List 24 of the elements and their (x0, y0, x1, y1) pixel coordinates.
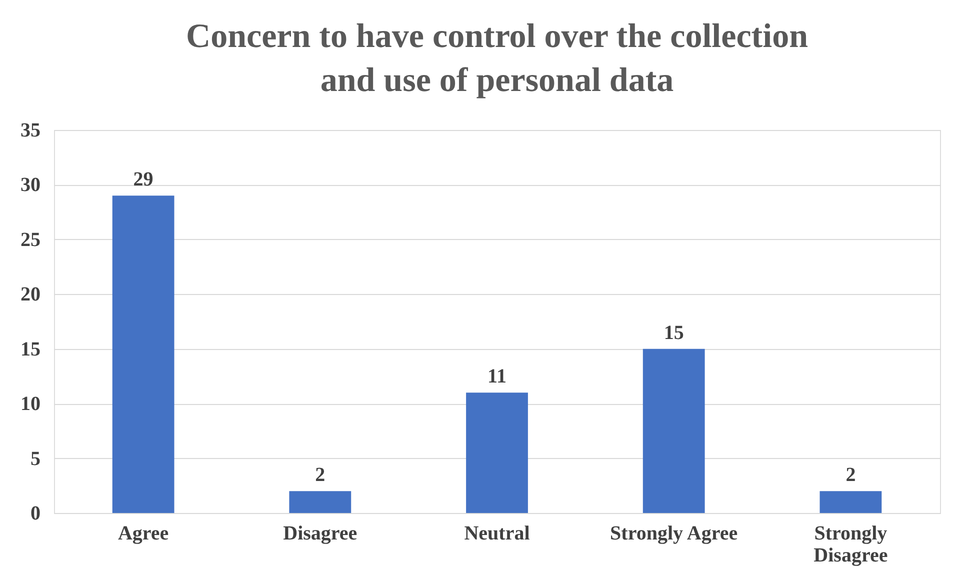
bar (642, 348, 705, 513)
y-tick-label: 25 (20, 228, 40, 251)
data-label: 15 (664, 322, 684, 344)
y-tick-label: 10 (20, 393, 40, 416)
bar (820, 491, 882, 513)
bar (289, 491, 352, 513)
bar (466, 392, 528, 513)
y-tick-label: 30 (20, 174, 40, 196)
y-tick-label: 15 (20, 338, 40, 360)
x-tick-label: Strongly Agree (610, 522, 738, 544)
x-tick-label: Neutral (464, 522, 530, 544)
y-tick-label: 5 (30, 448, 40, 470)
data-label: 29 (133, 168, 154, 191)
y-tick-label: 35 (20, 120, 40, 142)
y-tick-label: 20 (20, 284, 40, 306)
bar (112, 196, 174, 513)
x-tick-label: Disagree (283, 522, 358, 544)
x-tick-label: Agree (118, 522, 169, 544)
x-tick-label: Strongly Disagree (814, 522, 888, 566)
data-label: 2 (846, 464, 856, 486)
y-tick-label: 0 (30, 502, 40, 524)
data-label: 2 (315, 464, 326, 486)
chart-title: Concern to have control over the collection and use of personal data (186, 18, 808, 99)
data-label: 11 (488, 366, 506, 388)
